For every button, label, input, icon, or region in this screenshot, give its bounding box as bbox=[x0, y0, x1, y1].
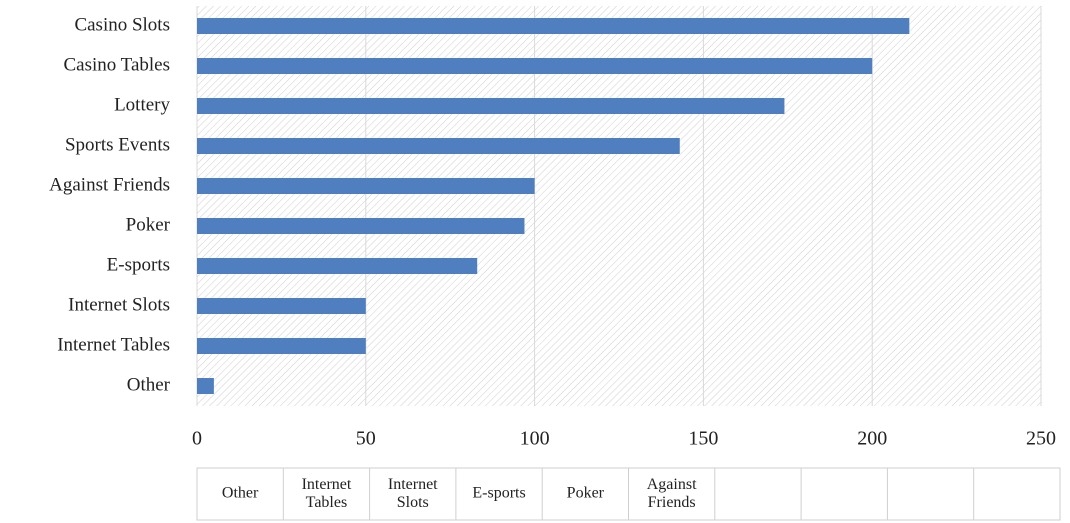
bar bbox=[197, 218, 525, 234]
table-cell: E-sports bbox=[472, 485, 525, 502]
bar bbox=[197, 338, 366, 354]
x-tick-label: 100 bbox=[520, 428, 550, 450]
y-tick-label: Internet Slots bbox=[68, 294, 170, 315]
y-tick-label: E-sports bbox=[107, 254, 170, 275]
y-tick-label: Lottery bbox=[114, 94, 170, 115]
x-tick-label: 150 bbox=[688, 428, 718, 450]
bar bbox=[197, 298, 366, 314]
table-cell: Other bbox=[222, 485, 259, 502]
y-tick-label: Against Friends bbox=[49, 174, 170, 195]
y-tick-label: Casino Slots bbox=[74, 14, 170, 35]
bar bbox=[197, 18, 910, 34]
x-tick-label: 50 bbox=[356, 428, 376, 450]
table-cell: Against Friends bbox=[647, 476, 697, 511]
y-tick-label: Other bbox=[127, 374, 171, 395]
x-tick-label: 200 bbox=[857, 428, 887, 450]
bar bbox=[197, 98, 785, 114]
x-tick-label: 0 bbox=[192, 428, 202, 450]
bar bbox=[197, 58, 873, 74]
bar bbox=[197, 378, 214, 394]
y-tick-label: Sports Events bbox=[65, 134, 170, 155]
y-tick-label: Poker bbox=[126, 214, 171, 235]
y-tick-label: Internet Tables bbox=[57, 334, 170, 355]
bar bbox=[197, 178, 535, 194]
x-tick-label: 250 bbox=[1026, 428, 1056, 450]
table-cell: Internet Slots bbox=[388, 476, 438, 511]
table-cell: Internet Tables bbox=[302, 476, 352, 511]
bar bbox=[197, 258, 478, 274]
table-cell: Poker bbox=[567, 485, 605, 502]
y-tick-label: Casino Tables bbox=[63, 54, 170, 75]
bar bbox=[197, 138, 680, 154]
